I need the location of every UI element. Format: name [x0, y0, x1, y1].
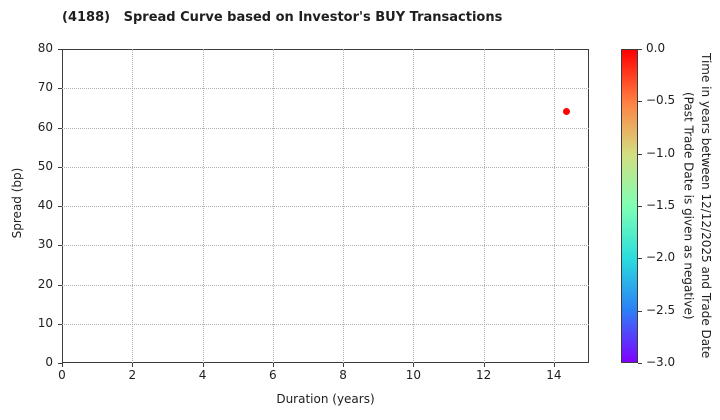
- y-tick-label: 40: [37, 198, 53, 212]
- colorbar-tick-label: 0.0: [646, 41, 666, 55]
- y-tick-label: 30: [37, 237, 53, 252]
- colorbar-tick-label: −3.0: [646, 355, 676, 369]
- colorbar-tick-mark: [638, 258, 642, 260]
- x-tick-label: 10: [405, 368, 421, 382]
- y-tick-mark: [58, 363, 62, 364]
- y-tick-mark: [58, 88, 62, 90]
- y-gridline: [62, 284, 589, 286]
- x-tick-label: 6: [268, 368, 277, 382]
- x-tick-label: 0: [58, 368, 66, 382]
- x-tick-mark: [202, 363, 204, 367]
- colorbar-label-line1: Time in years between 12/12/2025 and Tra…: [698, 53, 713, 359]
- x-tick-mark: [483, 363, 485, 367]
- x-tick-label: 2: [128, 368, 137, 382]
- data-point: [562, 108, 570, 116]
- x-tick-mark: [343, 363, 345, 367]
- x-tick-mark: [413, 363, 415, 367]
- colorbar-tick-label: −2.0: [646, 250, 676, 265]
- y-tick-mark: [58, 323, 62, 325]
- y-tick-label: 20: [37, 276, 53, 291]
- y-tick-label: 70: [37, 80, 53, 95]
- x-tick-mark: [132, 363, 134, 367]
- y-tick-label: 60: [37, 119, 53, 134]
- y-tick-mark: [58, 49, 62, 50]
- colorbar-tick-label: −0.5: [646, 93, 676, 108]
- y-tick-label: 0: [45, 355, 53, 369]
- colorbar-tick-mark: [638, 49, 642, 50]
- y-gridline: [62, 88, 589, 90]
- y-tick-mark: [58, 245, 62, 247]
- y-gridline: [62, 245, 589, 247]
- colorbar-tick-mark: [638, 363, 642, 364]
- y-tick-mark: [58, 284, 62, 286]
- y-tick-label: 50: [37, 158, 53, 173]
- y-gridline: [62, 127, 589, 129]
- x-tick-mark: [62, 363, 63, 367]
- colorbar-axis-label: Time in years between 12/12/2025 and Tra…: [679, 49, 714, 363]
- y-gridline: [62, 323, 589, 325]
- y-gridline: [62, 166, 589, 168]
- x-tick-label: 12: [475, 368, 492, 382]
- y-tick-label: 80: [37, 41, 53, 55]
- x-axis-label: Duration (years): [276, 392, 375, 406]
- x-tick-mark: [272, 363, 274, 367]
- y-tick-mark: [58, 127, 62, 129]
- colorbar-tick-label: −1.0: [646, 145, 676, 160]
- x-tick-label: 8: [339, 368, 347, 382]
- colorbar-tick-mark: [638, 153, 642, 155]
- x-tick-label: 14: [546, 368, 562, 382]
- y-tick-mark: [58, 166, 62, 168]
- colorbar-gradient: [621, 49, 638, 363]
- colorbar-tick-mark: [638, 101, 642, 103]
- colorbar-tick-mark: [638, 206, 642, 207]
- colorbar-tick-label: −1.5: [646, 198, 676, 212]
- colorbar-label-line2: (Past Trade Date is given as negative): [681, 92, 696, 320]
- x-tick-mark: [553, 363, 555, 367]
- y-tick-label: 10: [37, 315, 53, 330]
- colorbar-tick-mark: [638, 310, 642, 312]
- colorbar-tick-label: −2.5: [646, 302, 676, 317]
- y-tick-mark: [58, 206, 62, 207]
- chart-title: (4188) Spread Curve based on Investor's …: [62, 10, 503, 25]
- x-tick-label: 4: [198, 368, 207, 382]
- y-gridline: [62, 206, 589, 207]
